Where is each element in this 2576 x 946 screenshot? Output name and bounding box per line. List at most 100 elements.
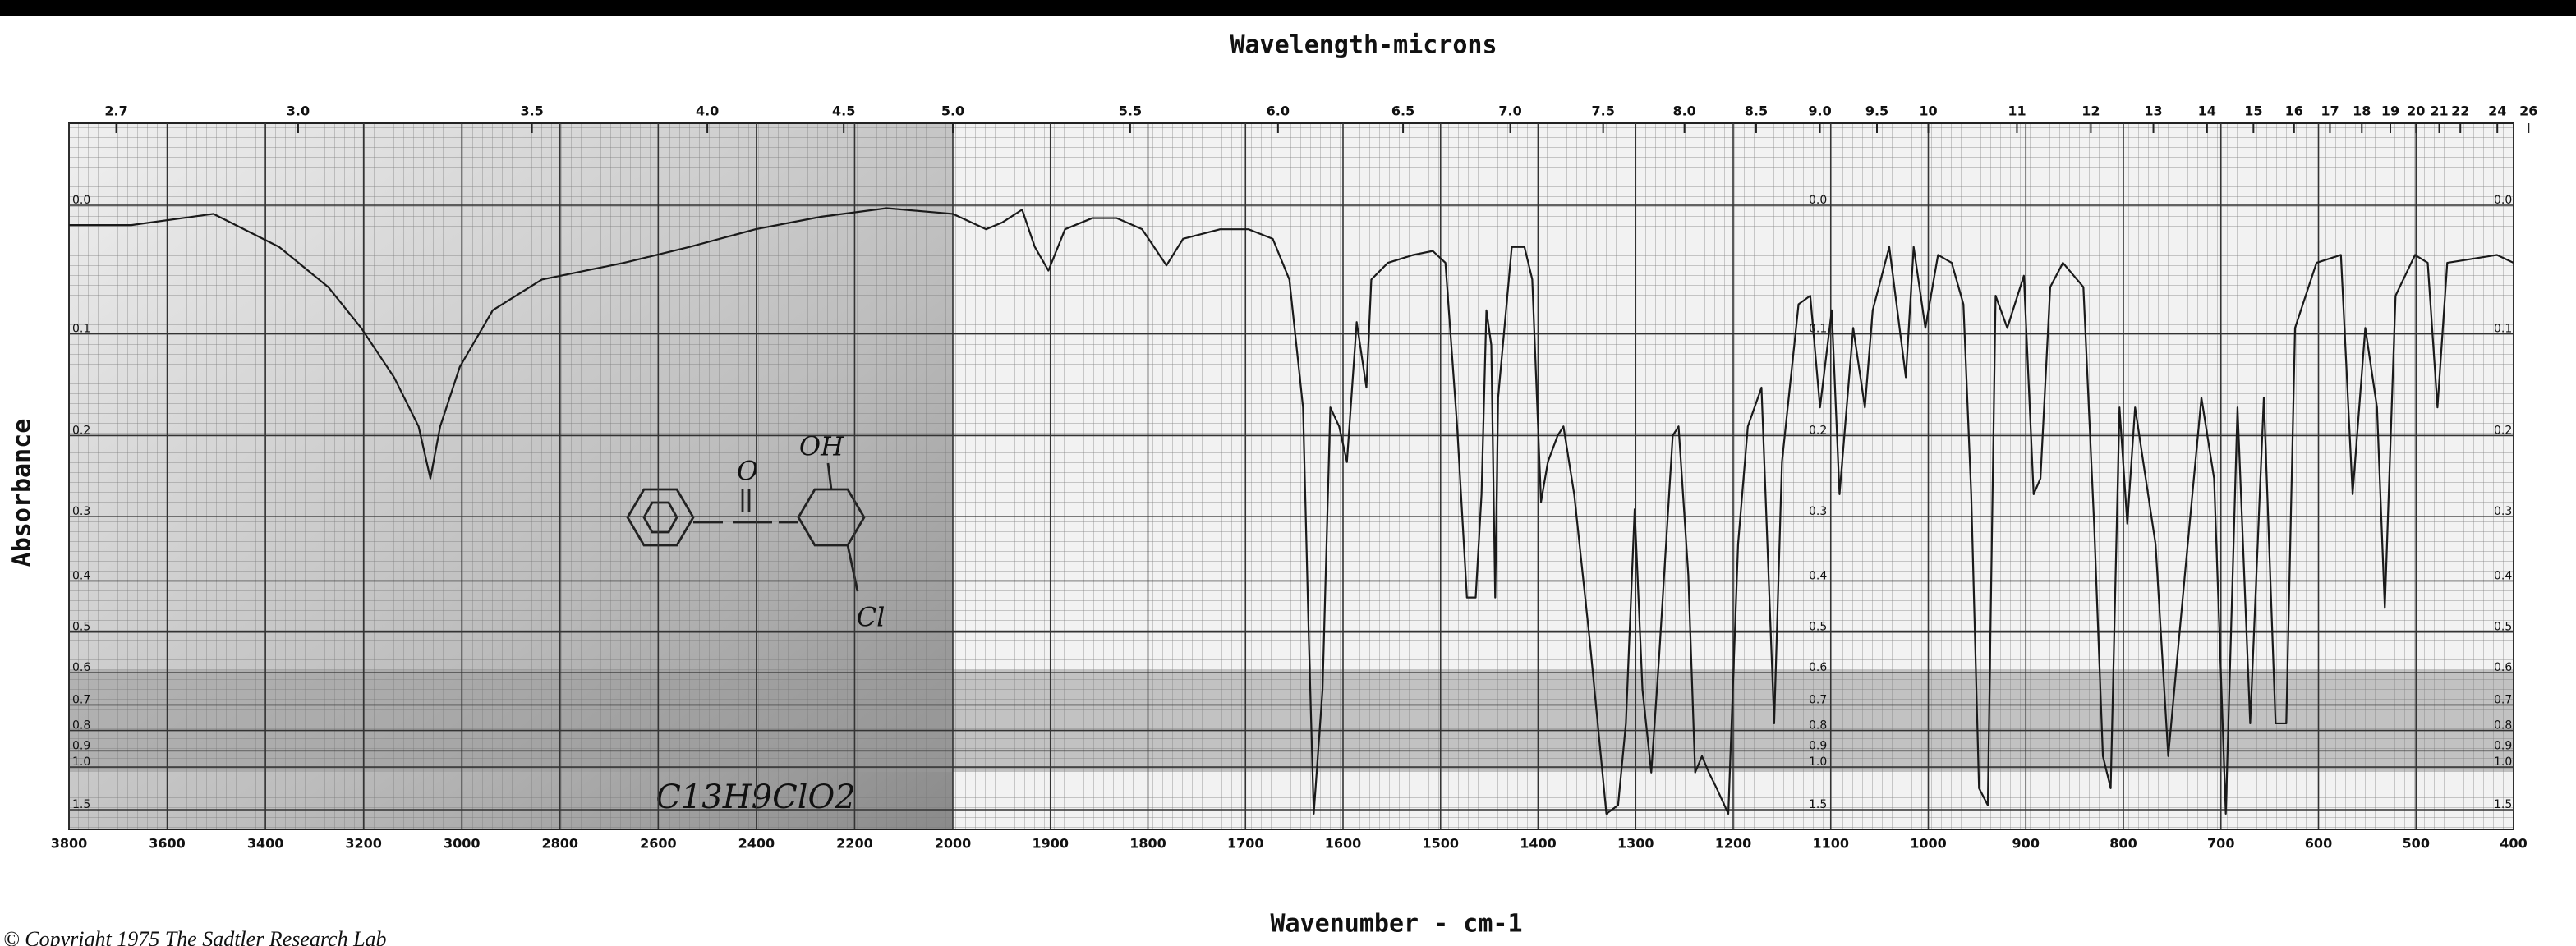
copyright: © Copyright 1975 The Sadtler Research La…	[3, 927, 387, 946]
x2-tick-label: 15	[2244, 103, 2262, 119]
x-tick-label: 3200	[345, 836, 382, 852]
y-tick-label: 0.2	[72, 424, 90, 437]
x2-tick-label: 13	[2144, 103, 2162, 119]
y-tick-label: 0.1	[2494, 322, 2512, 335]
y-tick-label: 0.5	[1809, 621, 1827, 634]
y-tick-label: 0.4	[2494, 569, 2512, 582]
x2-tick-label: 6.0	[1267, 103, 1290, 119]
x-tick-label: 1100	[1812, 836, 1849, 852]
x-tick-label: 1200	[1715, 836, 1752, 852]
x-axis-label: Wavenumber - cm-1	[1270, 910, 1522, 939]
x-tick-label: 1500	[1422, 836, 1459, 852]
x2-tick-label: 5.5	[1119, 103, 1142, 119]
x2-tick-label: 18	[2353, 103, 2371, 119]
y-tick-label: 1.0	[1809, 755, 1827, 769]
x-tick-label: 3400	[247, 836, 284, 852]
x-tick-label: 700	[2207, 836, 2234, 852]
x-tick-label: 900	[2012, 836, 2040, 852]
x2-tick-label: 26	[2519, 103, 2537, 119]
x2-tick-label: 14	[2198, 103, 2216, 119]
y-tick-label: 0.7	[1809, 693, 1827, 706]
y-tick-label: 0.6	[72, 661, 90, 674]
y-tick-label: 0.1	[72, 322, 90, 335]
y-tick-label: 0.3	[2494, 505, 2512, 518]
x-tick-label: 400	[2500, 836, 2527, 852]
x-tick-label: 3600	[149, 836, 186, 852]
y-tick-label: 1.5	[2494, 798, 2512, 811]
x2-tick-label: 5.0	[941, 103, 964, 119]
x2-tick-label: 2.7	[104, 103, 127, 119]
x2-tick-label: 19	[2381, 103, 2399, 119]
y-tick-label: 0.1	[1809, 322, 1827, 335]
y-tick-label: 0.7	[2494, 693, 2512, 706]
x-tick-label: 1600	[1325, 836, 1362, 852]
x-tick-label: 1400	[1520, 836, 1557, 852]
x-tick-label: 1700	[1227, 836, 1264, 852]
x2-tick-label: 21	[2430, 103, 2448, 119]
y-axis-label: Absorbance	[8, 419, 37, 567]
y-tick-label: 0.7	[72, 693, 90, 706]
x-tick-label: 1800	[1129, 836, 1166, 852]
x-tick-label: 2800	[542, 836, 579, 852]
x2-tick-label: 12	[2082, 103, 2100, 119]
y-tick-label: 0.5	[72, 621, 90, 634]
x-tick-label: 2200	[836, 836, 873, 852]
x-tick-label: 1900	[1032, 836, 1069, 852]
structure-label: Cl	[857, 602, 886, 633]
x2-tick-label: 8.5	[1745, 103, 1768, 119]
x2-tick-label: 6.5	[1392, 103, 1414, 119]
x-tick-label: 600	[2305, 836, 2332, 852]
x2-tick-label: 3.5	[520, 103, 543, 119]
x2-tick-label: 20	[2407, 103, 2425, 119]
chart-title: Wavelength-microns	[1230, 31, 1497, 60]
x-tick-label: 2400	[738, 836, 775, 852]
y-tick-label: 0.4	[1809, 569, 1827, 582]
structure-drawing	[626, 462, 866, 592]
x2-tick-label: 17	[2321, 103, 2339, 119]
y-tick-label: 0.9	[1809, 739, 1827, 752]
x-tick-label: 2600	[640, 836, 677, 852]
y-tick-label: 0.6	[2494, 661, 2512, 674]
x-tick-label: 3800	[51, 836, 88, 852]
x2-tick-label: 9.0	[1808, 103, 1831, 119]
structure-label: O	[737, 456, 758, 487]
y-tick-label: 1.0	[2494, 755, 2512, 769]
y-tick-label: 1.5	[72, 798, 90, 811]
x2-tick-label: 3.0	[287, 103, 310, 119]
spectrum-line	[69, 207, 2514, 815]
y-tick-label: 0.8	[1809, 719, 1827, 732]
minor-grid	[69, 123, 2514, 829]
x2-tick-label: 22	[2451, 103, 2469, 119]
x2-tick-label: 9.5	[1865, 103, 1888, 119]
y-tick-label: 0.0	[1809, 194, 1827, 207]
y-tick-label: 1.5	[1809, 798, 1827, 811]
x-tick-label: 1300	[1617, 836, 1654, 852]
x2-tick-label: 7.5	[1591, 103, 1614, 119]
formula: C13H9ClO2	[656, 778, 855, 816]
y-tick-label: 0.6	[1809, 661, 1827, 674]
y-tick-label: 0.9	[72, 739, 90, 752]
x-tick-label: 2000	[935, 836, 972, 852]
y-tick-label: 1.0	[72, 755, 90, 769]
x2-tick-label: 24	[2488, 103, 2506, 119]
x2-tick-label: 10	[1919, 103, 1937, 119]
x2-tick-label: 11	[2008, 103, 2026, 119]
y-tick-label: 0.8	[72, 719, 90, 732]
x-tick-label: 1000	[1910, 836, 1947, 852]
x2-tick-label: 7.0	[1498, 103, 1521, 119]
x-tick-label: 800	[2109, 836, 2137, 852]
y-tick-label: 0.5	[2494, 621, 2512, 634]
y-tick-label: 0.2	[2494, 424, 2512, 437]
x2-tick-label: 4.5	[832, 103, 855, 119]
x-tick-label: 3000	[444, 836, 481, 852]
y-tick-label: 0.9	[2494, 739, 2512, 752]
y-tick-label: 0.4	[72, 569, 90, 582]
scan-edge	[0, 0, 2576, 16]
x2-tick-label: 4.0	[696, 103, 719, 119]
y-tick-label: 0.0	[72, 194, 90, 207]
x-tick-label: 500	[2403, 836, 2430, 852]
y-tick-label: 0.8	[2494, 719, 2512, 732]
y-tick-label: 0.2	[1809, 424, 1827, 437]
